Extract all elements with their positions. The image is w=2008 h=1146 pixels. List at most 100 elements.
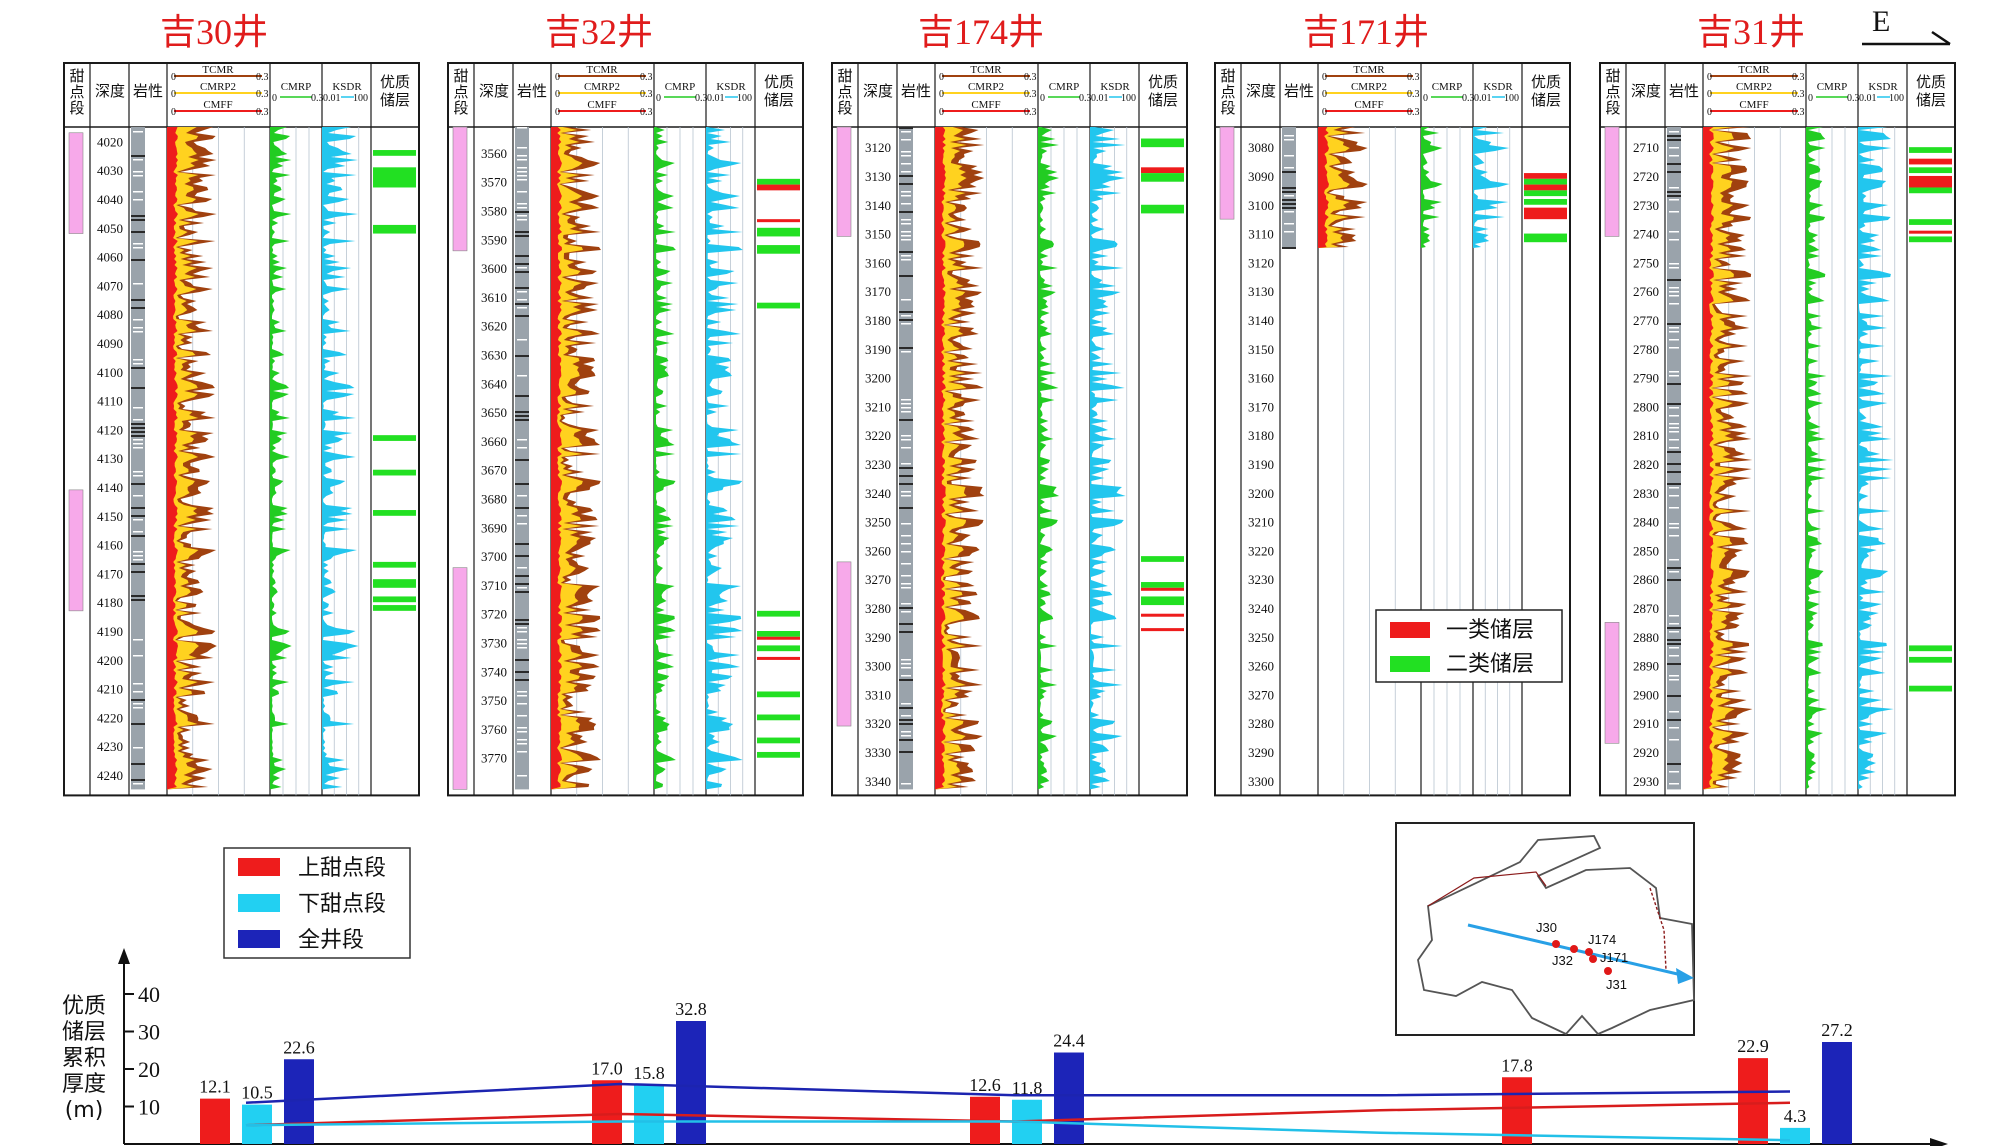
scale-max: 0.3 <box>1024 107 1037 118</box>
header-curve-cmff: CMFF <box>587 99 616 111</box>
class2-reservoir <box>1141 596 1184 606</box>
lithology-dark-band <box>131 367 145 369</box>
depth-tick: 3140 <box>865 198 891 213</box>
header-segment-char: 点 <box>837 84 852 101</box>
lithology-dark-band <box>131 219 145 221</box>
lithology-dot <box>517 307 527 309</box>
lithology-dot <box>517 447 527 449</box>
lithology-dot <box>901 491 911 493</box>
lithology-dot <box>133 199 143 201</box>
lithology-dot <box>1669 507 1679 509</box>
depth-tick: 2780 <box>1633 342 1659 357</box>
ksdr-curve <box>1473 127 1510 248</box>
lithology-dot <box>901 495 911 497</box>
lithology-dot <box>1284 167 1294 169</box>
map-well-dot-j32 <box>1570 945 1578 953</box>
bar <box>200 1098 230 1144</box>
lithology-dot <box>517 515 527 517</box>
lithology-dot <box>1669 211 1679 213</box>
lithology-dark-band <box>131 779 145 781</box>
lithology-dot <box>901 731 911 733</box>
class2-reservoir <box>373 579 416 588</box>
lithology-dark-band <box>131 571 145 573</box>
lithology-dark-band <box>1282 187 1296 189</box>
lithology-dot <box>1669 147 1679 149</box>
lithology-dot <box>517 715 527 717</box>
scale-max: 0.3 <box>1792 107 1805 118</box>
map-label-j32: J32 <box>1552 953 1573 968</box>
bar-value-label: 10.5 <box>241 1083 273 1103</box>
lithology-dot <box>517 523 527 525</box>
header-curve-tcmr: TCMR <box>970 64 1002 76</box>
depth-tick: 3590 <box>481 232 507 247</box>
depth-tick: 2880 <box>1633 630 1659 645</box>
scale-min: 0 <box>1808 93 1813 104</box>
lithology-dot <box>901 523 911 525</box>
depth-tick: 3770 <box>481 751 507 766</box>
depth-tick: 3080 <box>1248 140 1274 155</box>
lithology-dot <box>517 695 527 697</box>
lithology-dot <box>133 247 143 249</box>
header-depth: 深度 <box>95 83 125 100</box>
lithology-dot <box>901 575 911 577</box>
lithology-dot <box>901 563 911 565</box>
lithology-dark-band <box>515 507 529 509</box>
depth-tick: 4210 <box>97 682 123 697</box>
header-segment-char: 段 <box>837 100 852 117</box>
lithology-dot <box>517 743 527 745</box>
lithology-dark-band <box>1282 171 1296 173</box>
class1-reservoir <box>1524 184 1567 191</box>
cmff-curve <box>167 127 178 790</box>
bar-legend-swatch <box>238 858 280 876</box>
header-ksdr: KSDR <box>1483 81 1513 93</box>
scale-max: 0.3 <box>640 107 653 118</box>
depth-tick: 3300 <box>865 659 891 674</box>
y-tick-label: 10 <box>138 1095 160 1120</box>
scale-max: 0.3 <box>1462 93 1475 104</box>
header-segment-char: 段 <box>453 100 468 117</box>
depth-tick: 3270 <box>1248 687 1274 702</box>
lithology-dark-band <box>515 555 529 557</box>
lithology-dark-band <box>1667 195 1681 197</box>
lithology-dot <box>517 207 527 209</box>
lithology-dot <box>1669 187 1679 189</box>
depth-tick: 3630 <box>481 348 507 363</box>
depth-tick: 2930 <box>1633 774 1659 789</box>
lithology-dot <box>1669 679 1679 681</box>
lithology-dark-band <box>515 623 529 625</box>
scale-max: 0.3 <box>311 93 324 104</box>
lithology-dot <box>901 315 911 317</box>
lithology-dot <box>1669 423 1679 425</box>
lithology-dark-band <box>899 607 913 609</box>
lithology-dot <box>901 447 911 449</box>
depth-tick: 2860 <box>1633 572 1659 587</box>
lithology-dot <box>1669 727 1679 729</box>
sweet-spot-bar <box>1219 126 1235 220</box>
panel-frame <box>63 62 420 797</box>
lithology-dark-band <box>131 299 145 301</box>
lithology-dark-band <box>515 411 529 413</box>
cmrp-curve <box>270 127 292 790</box>
header-cmrp: CMRP <box>1049 81 1080 93</box>
scale-max: 0.3 <box>1024 89 1037 100</box>
panel-frame <box>831 62 1188 797</box>
lithology-dark-band <box>1667 639 1681 641</box>
lithology-dot <box>901 715 911 717</box>
lithology-dark-band <box>1667 627 1681 629</box>
lithology-dot <box>517 691 527 693</box>
header-segment-char: 点 <box>1220 84 1235 101</box>
cmff-curve <box>935 127 946 790</box>
class2-reservoir <box>757 610 800 617</box>
lithology-dot <box>1284 223 1294 225</box>
map-well-dot-j174 <box>1585 948 1593 956</box>
scale-min: 0 <box>939 89 944 100</box>
lithology-dark-band <box>1667 463 1681 465</box>
depth-tick: 3170 <box>1248 399 1274 414</box>
lithology-dark-band <box>1667 191 1681 193</box>
depth-tick: 3130 <box>1248 284 1274 299</box>
class2-reservoir <box>373 150 416 156</box>
lithology-dot <box>1669 615 1679 617</box>
scale-max: 0.3 <box>1792 89 1805 100</box>
header-lithology: 岩性 <box>133 83 163 100</box>
header-curve-cmrp2: CMRP2 <box>200 81 236 93</box>
